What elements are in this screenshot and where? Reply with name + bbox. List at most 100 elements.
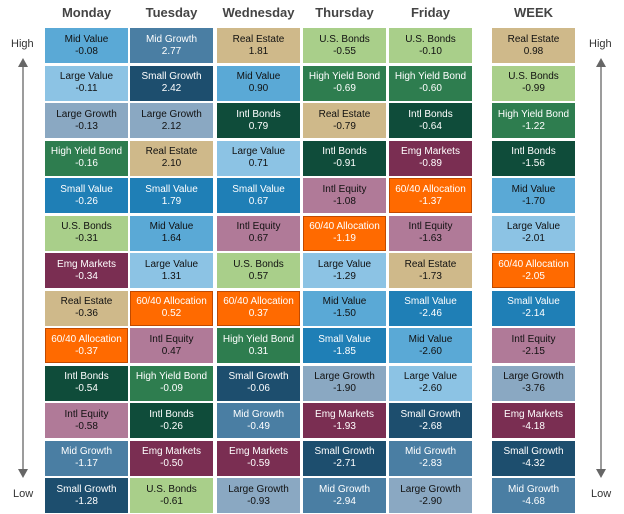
return-value: 2.12 bbox=[161, 120, 182, 132]
return-value: 0.37 bbox=[248, 308, 269, 319]
return-value: -0.08 bbox=[75, 45, 98, 57]
return-value: -0.64 bbox=[419, 120, 442, 132]
return-value: -1.29 bbox=[333, 270, 356, 282]
return-value: -2.68 bbox=[419, 420, 442, 432]
return-value: -1.90 bbox=[333, 383, 356, 394]
asset-class-label: Intl Bonds bbox=[64, 371, 109, 382]
table-cell: Small Growth -0.06 bbox=[217, 365, 300, 401]
asset-class-label: High Yield Bond bbox=[50, 146, 123, 157]
table-cell: Intl Equity -1.08 bbox=[303, 178, 386, 213]
asset-class-label: U.S. Bonds bbox=[233, 258, 284, 270]
table-cell: Intl Equity -1.63 bbox=[389, 215, 472, 251]
asset-class-label: Intl Bonds bbox=[236, 108, 281, 120]
return-value: -1.56 bbox=[522, 158, 545, 169]
table-cell: Small Growth 2.42 bbox=[130, 65, 213, 101]
return-value: -4.68 bbox=[522, 495, 545, 507]
return-value: -0.16 bbox=[75, 158, 98, 169]
table-cell: U.S. Bonds -0.55 bbox=[303, 28, 386, 63]
high-label-left: High bbox=[11, 38, 34, 50]
return-value: -1.93 bbox=[333, 420, 356, 432]
asset-class-label: Small Value bbox=[404, 296, 457, 307]
return-value: 2.77 bbox=[161, 45, 182, 57]
table-cell: Emg Markets -0.59 bbox=[217, 440, 300, 476]
asset-class-label: Real Estate bbox=[507, 33, 560, 45]
table-cell: Small Value -2.46 bbox=[389, 290, 472, 326]
table-cell: U.S. Bonds -0.61 bbox=[130, 478, 213, 513]
column-header: WEEK bbox=[514, 5, 553, 20]
asset-class-label: Small Value bbox=[507, 296, 560, 307]
table-cell: High Yield Bond -0.69 bbox=[303, 65, 386, 101]
asset-class-label: U.S. Bonds bbox=[405, 33, 456, 45]
asset-class-label: Large Value bbox=[403, 371, 458, 382]
asset-class-label: Real Estate bbox=[145, 146, 198, 157]
table-cell: Small Growth -2.71 bbox=[303, 440, 386, 476]
return-value: -1.70 bbox=[522, 195, 545, 207]
return-value: -0.26 bbox=[75, 195, 98, 207]
return-value: -2.94 bbox=[333, 495, 356, 507]
asset-class-label: Mid Growth bbox=[145, 33, 198, 45]
asset-class-label: Intl Equity bbox=[64, 408, 109, 420]
asset-class-label: Intl Bonds bbox=[408, 108, 453, 120]
return-value: -0.11 bbox=[75, 83, 98, 94]
return-value: -1.17 bbox=[75, 458, 98, 469]
asset-class-label: Large Value bbox=[144, 258, 199, 270]
table-cell: U.S. Bonds -0.31 bbox=[45, 215, 128, 251]
asset-class-label: Emg Markets bbox=[229, 446, 288, 457]
return-value: -4.18 bbox=[522, 420, 545, 432]
asset-class-label: Real Estate bbox=[60, 296, 113, 307]
return-value: -2.05 bbox=[522, 270, 545, 282]
asset-class-label: Real Estate bbox=[232, 33, 285, 45]
return-value: -0.89 bbox=[419, 158, 442, 169]
asset-class-label: U.S. Bonds bbox=[319, 33, 370, 45]
table-cell: Intl Equity 0.67 bbox=[217, 215, 300, 251]
asset-class-label: Intl Equity bbox=[149, 333, 194, 345]
asset-class-label: Mid Value bbox=[511, 183, 556, 195]
return-value: -0.06 bbox=[247, 383, 270, 394]
table-cell: Intl Equity -2.15 bbox=[492, 328, 575, 363]
return-value: -0.61 bbox=[160, 495, 183, 507]
table-cell: Large Growth -3.76 bbox=[492, 365, 575, 401]
asset-class-label: 60/40 Allocation bbox=[309, 221, 380, 232]
return-value: -2.15 bbox=[522, 345, 545, 357]
asset-class-label: Emg Markets bbox=[57, 258, 116, 270]
table-cell: Mid Growth -0.49 bbox=[217, 403, 300, 438]
asset-class-label: High Yield Bond bbox=[135, 371, 208, 382]
asset-class-label: Large Value bbox=[317, 258, 372, 270]
asset-class-label: Intl Equity bbox=[408, 221, 453, 232]
asset-class-label: Intl Bonds bbox=[322, 146, 367, 157]
asset-class-label: Large Growth bbox=[400, 483, 461, 495]
asset-class-label: Intl Equity bbox=[322, 183, 367, 195]
table-cell: 60/40 Allocation 0.52 bbox=[130, 290, 213, 326]
table-cell: U.S. Bonds 0.57 bbox=[217, 253, 300, 288]
return-value: -1.08 bbox=[333, 195, 356, 207]
asset-class-label: Mid Value bbox=[236, 71, 281, 82]
table-cell: Large Value 1.31 bbox=[130, 253, 213, 288]
table-cell: Real Estate 0.98 bbox=[492, 28, 575, 63]
return-value: 2.42 bbox=[161, 83, 182, 94]
return-value: -0.79 bbox=[333, 120, 356, 132]
table-cell: Large Value -2.60 bbox=[389, 365, 472, 401]
asset-class-label: Small Growth bbox=[400, 408, 461, 420]
asset-class-label: Large Growth bbox=[141, 108, 202, 120]
return-value: -0.09 bbox=[160, 383, 183, 394]
table-cell: Large Value -0.11 bbox=[45, 65, 128, 101]
asset-class-label: High Yield Bond bbox=[497, 108, 570, 120]
table-cell: Real Estate 1.81 bbox=[217, 28, 300, 63]
table-cell: High Yield Bond 0.31 bbox=[217, 328, 300, 363]
table-cell: Mid Value -1.70 bbox=[492, 178, 575, 213]
return-value: -2.90 bbox=[419, 495, 442, 507]
table-cell: Intl Bonds -0.64 bbox=[389, 103, 472, 138]
return-value: -1.85 bbox=[333, 345, 356, 357]
return-value: 2.10 bbox=[161, 158, 182, 169]
asset-class-label: Emg Markets bbox=[401, 146, 460, 157]
table-cell: Intl Equity 0.47 bbox=[130, 328, 213, 363]
table-cell: Emg Markets -0.34 bbox=[45, 253, 128, 288]
table-cell: Mid Growth -2.83 bbox=[389, 440, 472, 476]
asset-class-label: 60/40 Allocation bbox=[498, 258, 569, 270]
table-cell: Small Value -1.85 bbox=[303, 328, 386, 363]
return-value: 1.81 bbox=[248, 45, 269, 57]
asset-class-label: U.S. Bonds bbox=[508, 71, 559, 82]
table-cell: Real Estate -0.79 bbox=[303, 103, 386, 138]
table-cell: Emg Markets -0.50 bbox=[130, 440, 213, 476]
return-value: 0.47 bbox=[161, 345, 182, 357]
